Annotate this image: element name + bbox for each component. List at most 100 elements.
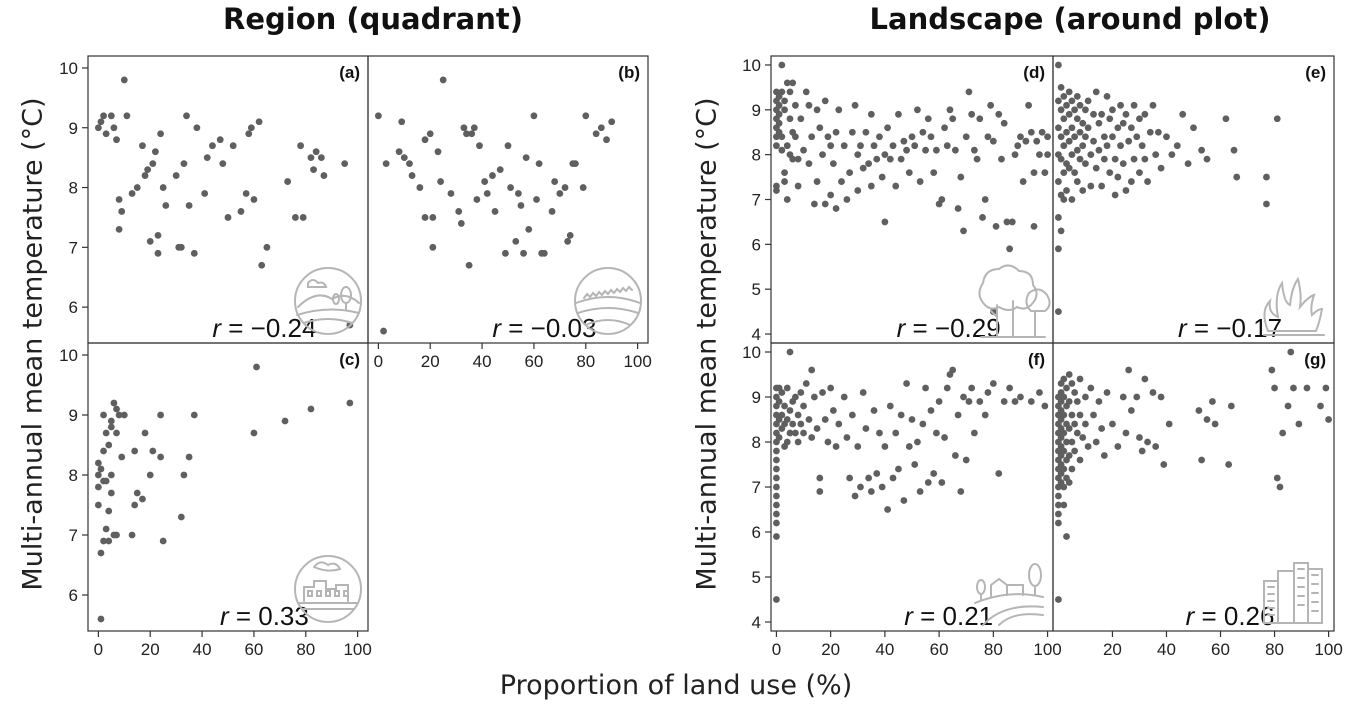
- data-point: [1076, 456, 1084, 464]
- data-point: [139, 142, 146, 150]
- forest-trees-icon: [978, 264, 1051, 338]
- data-point: [792, 429, 799, 437]
- data-point: [816, 488, 824, 495]
- data-point: [1090, 411, 1097, 419]
- data-point: [1133, 133, 1141, 141]
- correlation-label: r = 0.21: [904, 601, 993, 631]
- data-point: [810, 393, 818, 401]
- data-point: [843, 196, 851, 203]
- data-point: [919, 128, 927, 136]
- data-point: [824, 438, 832, 446]
- data-point: [157, 130, 164, 138]
- data-point: [154, 231, 162, 239]
- y-tick-label: 6: [69, 298, 78, 317]
- data-point: [489, 172, 496, 179]
- data-point: [118, 453, 126, 461]
- data-point: [1076, 155, 1084, 163]
- data-point: [437, 178, 444, 185]
- data-point: [783, 142, 791, 150]
- correlation-label: r = 0.33: [220, 601, 309, 631]
- panel-a: 6 7 8 9 10 (a) r = −0.24: [59, 55, 369, 344]
- data-point: [773, 142, 780, 150]
- data-point: [1036, 389, 1043, 396]
- data-point: [775, 101, 783, 109]
- y-tick-label: 4: [752, 613, 761, 632]
- data-point: [773, 501, 780, 509]
- data-point: [992, 223, 1000, 230]
- x-tick-label: 40: [875, 640, 894, 659]
- x-tick-label: 60: [524, 352, 543, 371]
- data-point: [783, 438, 791, 446]
- data-point: [292, 214, 299, 221]
- data-point: [911, 142, 919, 150]
- panel-label: (c): [339, 350, 360, 369]
- panel-frame: [87, 55, 369, 344]
- data-point: [1087, 151, 1095, 159]
- data-point: [865, 160, 873, 168]
- data-point: [457, 220, 465, 227]
- data-point: [247, 124, 255, 132]
- data-point: [245, 130, 253, 138]
- data-point: [778, 61, 786, 69]
- data-point: [976, 115, 984, 123]
- data-point: [133, 184, 141, 191]
- data-point: [1100, 452, 1108, 459]
- data-point: [1060, 411, 1068, 419]
- data-point: [1055, 61, 1062, 69]
- data-point: [773, 187, 780, 194]
- data-point: [1092, 164, 1100, 172]
- data-point: [1165, 420, 1173, 428]
- data-point: [1073, 146, 1081, 154]
- data-point: [177, 243, 185, 251]
- data-point: [1068, 196, 1076, 203]
- data-point: [177, 513, 185, 521]
- data-point: [183, 112, 190, 120]
- data-point: [460, 124, 468, 132]
- farmhouse-fields-icon: [974, 563, 1044, 626]
- data-point: [1079, 187, 1087, 194]
- y-tick-label: 5: [752, 568, 761, 587]
- correlation-label: r = −0.03: [492, 313, 596, 343]
- data-point: [253, 363, 260, 371]
- data-point: [1027, 398, 1035, 405]
- panel-e: (e)r = −0.17: [1052, 55, 1335, 344]
- data-point: [1271, 384, 1278, 392]
- data-point: [960, 393, 967, 401]
- data-point: [908, 416, 916, 423]
- y-tick-label: 4: [752, 325, 761, 344]
- data-point: [938, 196, 946, 203]
- data-point: [1060, 393, 1068, 401]
- data-point: [250, 429, 258, 437]
- data-point: [773, 465, 780, 473]
- data-point: [579, 184, 587, 191]
- data-point: [981, 411, 989, 419]
- data-point: [1055, 501, 1062, 509]
- data-point: [346, 399, 354, 407]
- data-point: [775, 110, 783, 118]
- data-point: [115, 411, 123, 419]
- data-point: [960, 227, 967, 235]
- data-point: [933, 429, 940, 437]
- data-point: [1095, 119, 1103, 127]
- data-point: [786, 429, 794, 437]
- data-point: [1117, 101, 1124, 109]
- data-point: [1014, 142, 1022, 150]
- data-point: [941, 434, 948, 441]
- data-point: [533, 196, 540, 203]
- data-point: [846, 169, 854, 176]
- data-point: [786, 407, 794, 414]
- data-point: [128, 531, 136, 539]
- data-point: [97, 118, 105, 126]
- data-point: [113, 136, 120, 144]
- data-point: [1055, 124, 1062, 132]
- panel-frame: [367, 55, 649, 344]
- data-point: [819, 389, 826, 396]
- x-tick-label: 20: [141, 640, 160, 659]
- data-point: [468, 130, 476, 138]
- data-point: [1154, 128, 1162, 136]
- data-point: [1157, 393, 1165, 401]
- data-point: [979, 214, 986, 221]
- data-point: [867, 488, 875, 495]
- data-point: [157, 453, 164, 461]
